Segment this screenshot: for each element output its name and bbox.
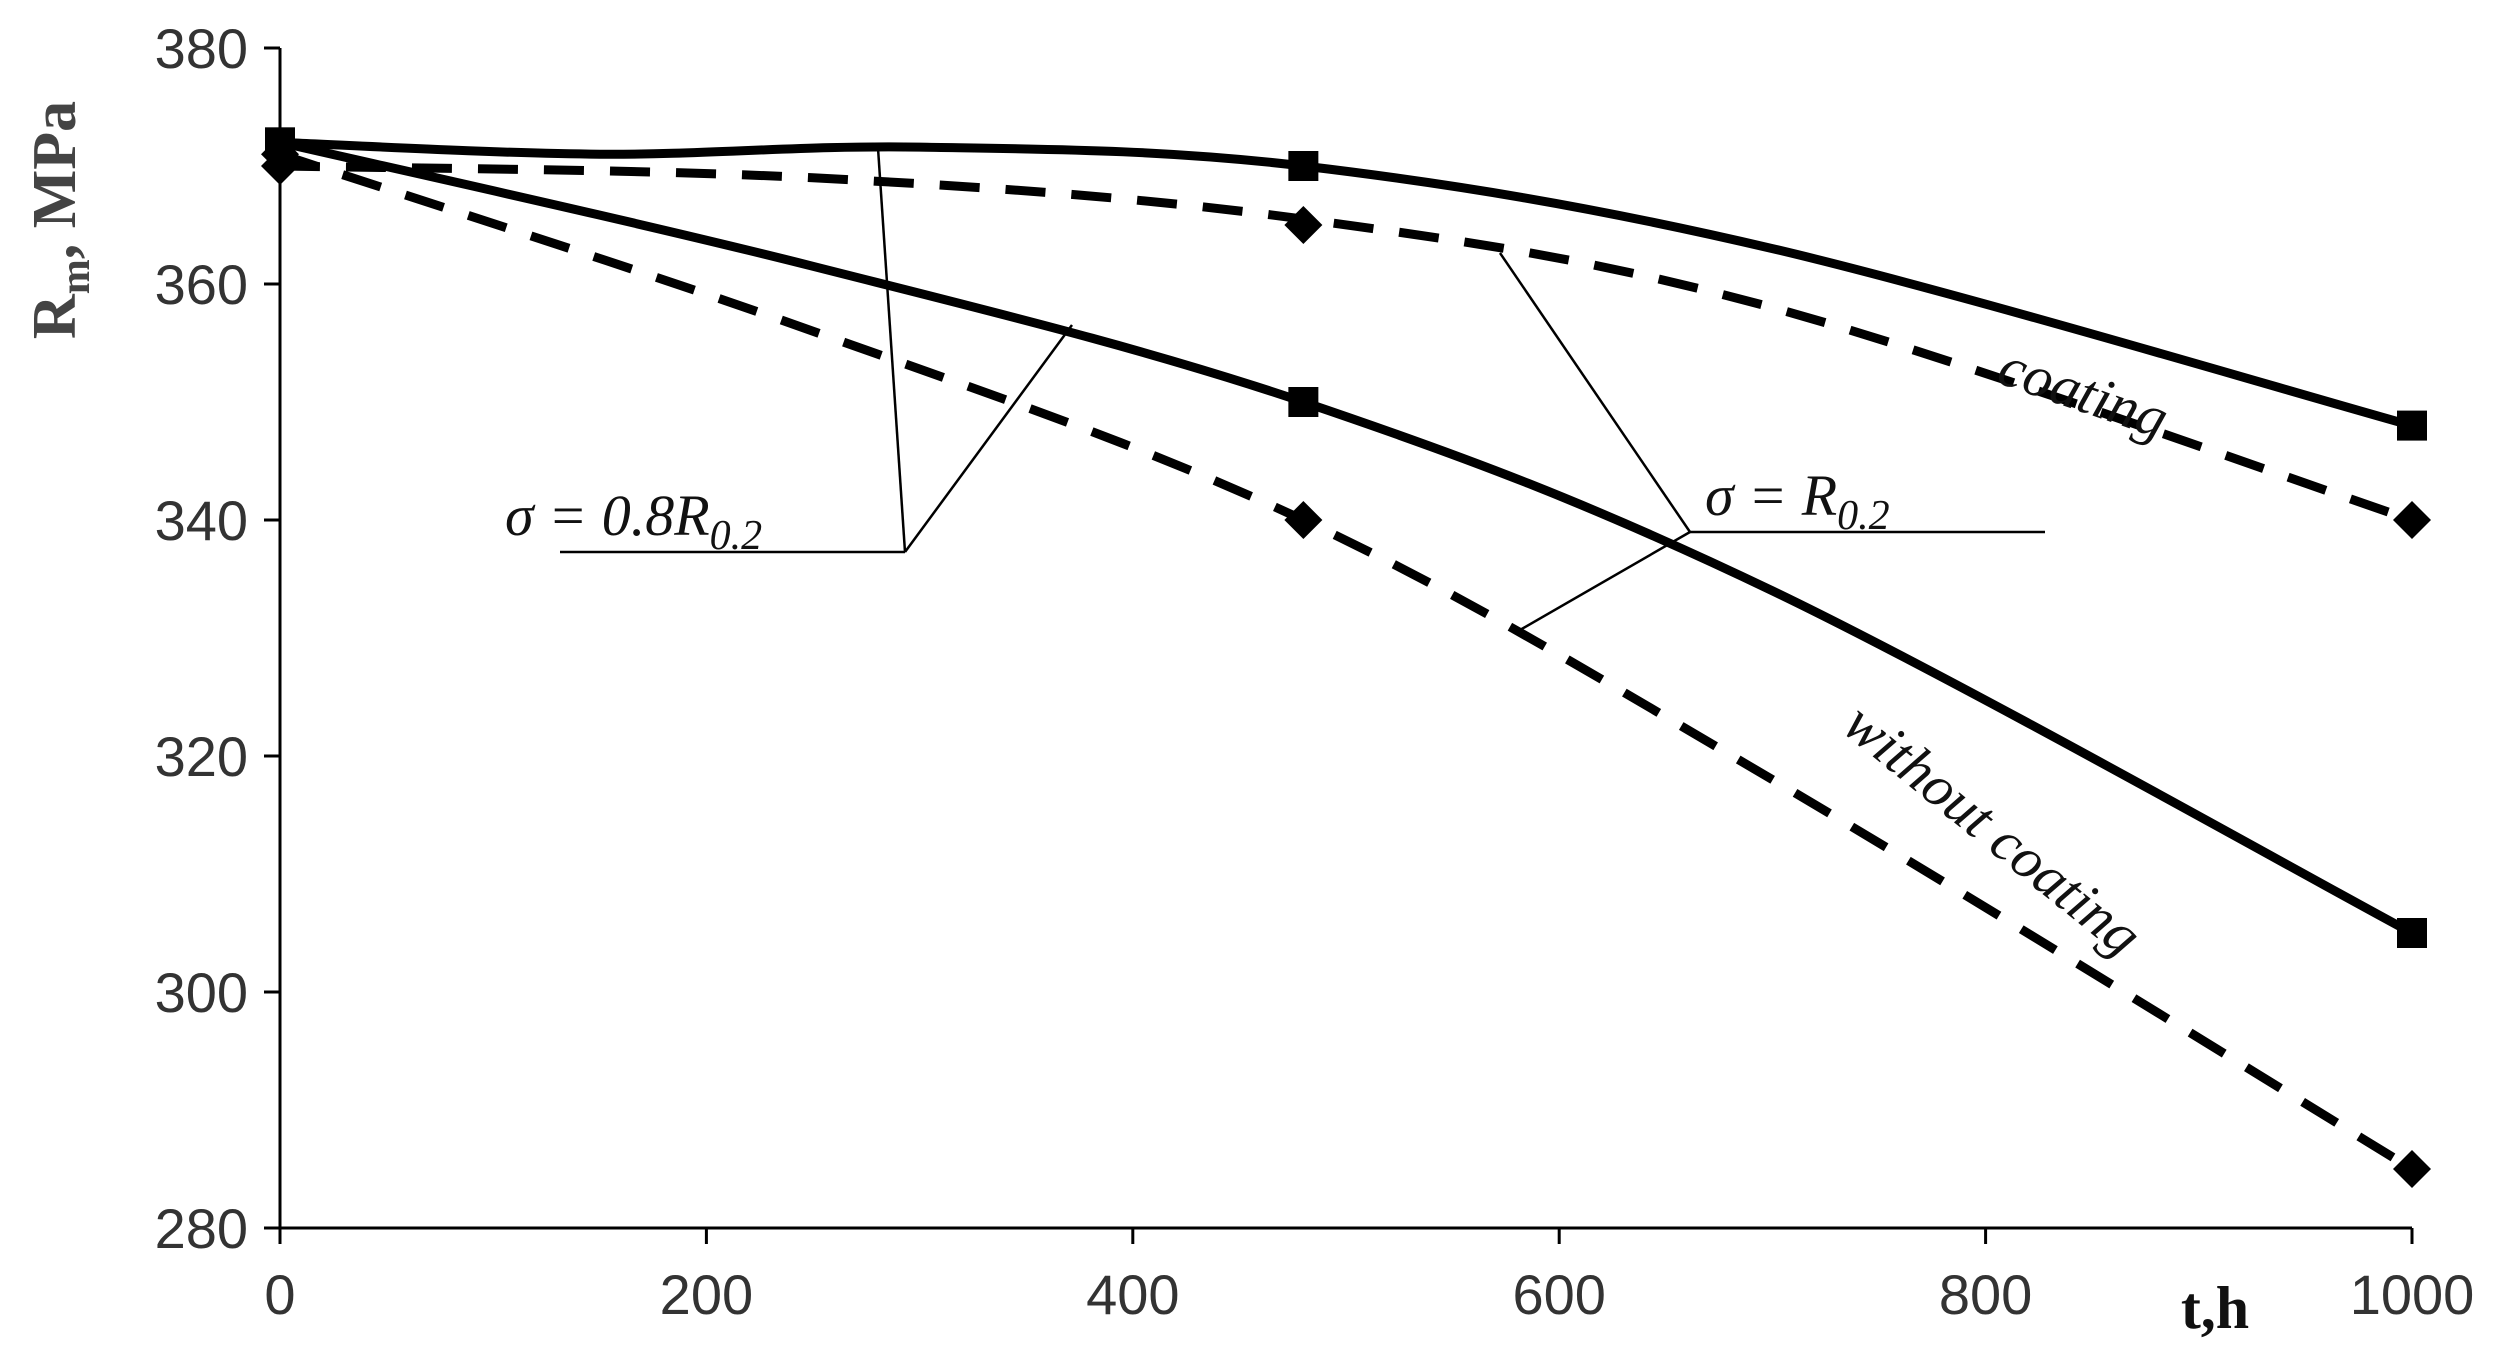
annotation-sigma-1-sub: 0.2 <box>1837 493 1890 539</box>
x-tick-label: 0 <box>264 1263 295 1326</box>
annotation-sigma-08-main: σ = 0.8R <box>505 483 710 548</box>
data-markers <box>261 127 2431 1188</box>
annotation-sigma-1-main: σ = R <box>1705 463 1837 528</box>
marker-square-coating_R02 <box>1288 151 1319 181</box>
leader-sigma-1-lower <box>1519 530 1691 632</box>
leader-sigma-08-lower <box>903 324 1074 553</box>
y-tick-label: 280 <box>155 1197 248 1260</box>
leader-sigma-08-upper <box>876 147 907 553</box>
axes <box>264 46 2414 1244</box>
x-tick-label: 800 <box>1939 1263 2032 1326</box>
y-tick-label: 340 <box>155 489 248 552</box>
x-tick-label: 200 <box>660 1263 753 1326</box>
x-axis-label: t,h <box>2181 1275 2249 1341</box>
annotation-sigma-1: σ = R0.2 <box>1705 463 1890 539</box>
y-tick-label: 360 <box>155 253 248 316</box>
x-tick-label: 600 <box>1512 1263 1605 1326</box>
y-tick-label: 300 <box>155 961 248 1024</box>
series-lines <box>278 137 2415 1173</box>
marker-diamond-without_08R02 <box>261 135 299 174</box>
y-axis-label: Rm, MPa <box>21 101 99 339</box>
annotation-leaders <box>560 147 2045 632</box>
tick-labels: 280 300 320 340 360 380 0 200 400 600 800 1000 <box>155 17 2475 1326</box>
marker-diamond-coating_08R02 <box>1284 206 1323 244</box>
series-line-coating_R02 <box>279 137 2414 430</box>
x-tick-label: 400 <box>1086 1263 1179 1326</box>
leader-sigma-1-upper <box>1498 252 1692 533</box>
annotation-sigma-08: σ = 0.8R0.2 <box>505 483 762 559</box>
y-axis-label-sub: m <box>53 259 99 294</box>
y-tick-label: 380 <box>155 17 248 80</box>
marker-diamond-without_08R02 <box>1284 501 1323 539</box>
series-line-without_08R02 <box>278 149 2415 1173</box>
x-tick-label: 1000 <box>2350 1263 2475 1326</box>
marker-diamond-without_08R02 <box>2393 1150 2431 1188</box>
marker-diamond-coating_08R02 <box>2393 501 2431 539</box>
y-axis-label-main: R <box>21 293 89 339</box>
marker-square-coating_R02 <box>2397 410 2427 441</box>
annotation-sigma-08-sub: 0.2 <box>710 513 763 559</box>
y-axis-label-rest: , MPa <box>21 101 89 259</box>
annotation-without-coating: without coating <box>1832 690 2155 969</box>
marker-square-without_R02 <box>1288 387 1319 417</box>
y-tick-label: 320 <box>155 725 248 788</box>
marker-square-without_R02 <box>2397 918 2427 948</box>
